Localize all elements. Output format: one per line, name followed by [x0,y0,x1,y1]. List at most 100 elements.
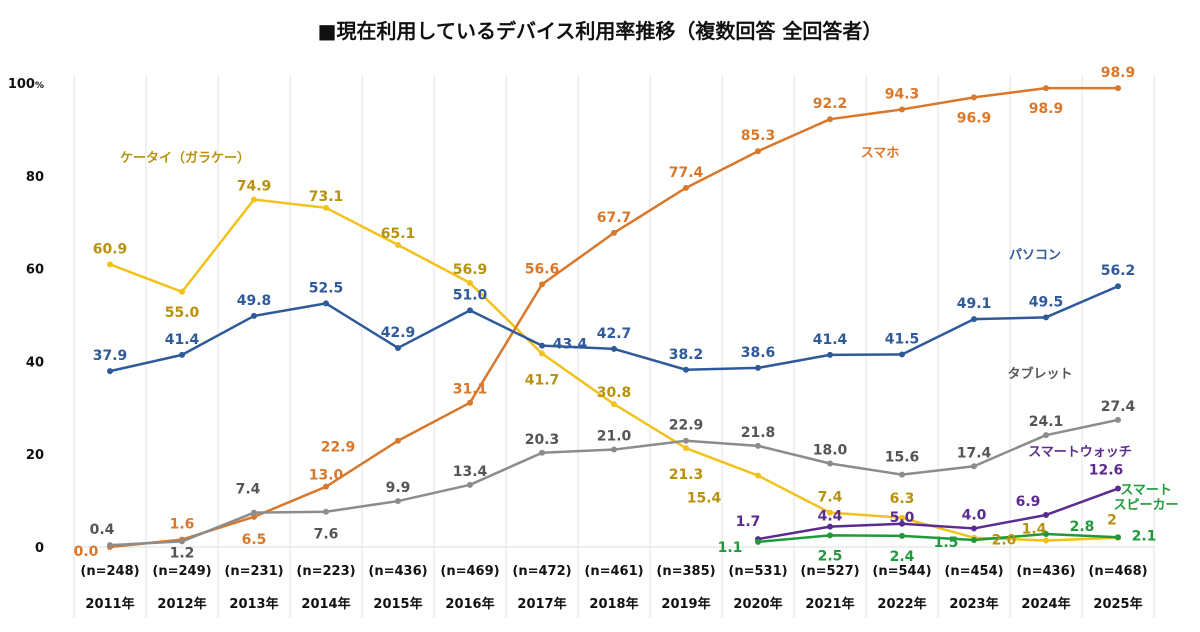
data-point [395,344,401,351]
data-label: 56.6 [525,261,560,277]
y-tick-label: 60 [26,263,44,278]
x-tick-label: 2011年 [85,596,134,612]
data-point [827,532,833,539]
data-point [683,366,689,373]
data-point [611,345,617,352]
data-point [827,509,833,516]
data-point [1043,85,1049,92]
data-label: 1.7 [736,514,761,530]
data-label: 1.6 [170,517,195,533]
data-point [107,368,113,375]
data-point [1115,283,1121,290]
data-label: 6.5 [242,532,267,548]
data-label: 12.6 [1089,463,1124,479]
data-label: 22.9 [321,440,356,456]
data-label: 56.2 [1101,263,1136,279]
data-label: 7.4 [236,482,261,498]
data-point [755,364,761,371]
data-point [971,94,977,101]
data-label: 98.9 [1029,101,1064,117]
data-label: 2 [1107,513,1117,529]
data-point [755,442,761,449]
series-name-label: スマホ [861,146,900,161]
series-name-label: ケータイ（ガラケー） [120,150,250,166]
sample-size-label: (n=472) [512,564,571,579]
data-point [539,449,545,456]
data-label: 49.8 [237,293,272,309]
data-label: 6.9 [1016,494,1041,510]
data-label: 15.6 [885,450,920,466]
y-axis: 0 20 40 60 80 100% [8,77,44,556]
data-label: 7.4 [818,490,843,506]
sample-size-label: (n=454) [944,564,1003,579]
data-point [899,471,905,478]
data-label: 49.1 [957,296,992,312]
data-point [899,514,905,521]
data-label: 49.5 [1029,294,1064,310]
series-lines [107,85,1121,550]
x-tick-label: 2023年 [949,596,998,612]
data-label: 38.6 [741,345,776,361]
data-point [971,316,977,323]
data-label: 9.9 [386,480,411,496]
data-point [251,509,257,516]
data-point [467,279,473,286]
series-name-line: スマート [1120,483,1172,498]
data-label: 55.0 [165,305,200,321]
sample-size-label: (n=248) [80,564,139,579]
data-point [107,542,113,549]
data-point [107,261,113,268]
series-line [109,198,1119,542]
y-tick-label: 20 [26,448,44,463]
data-label: 2.8 [1070,519,1095,535]
data-point [467,399,473,406]
data-point [323,300,329,307]
sample-size-label: (n=249) [152,564,211,579]
series-line [757,487,1119,541]
data-point [323,483,329,490]
data-point [1043,511,1049,518]
data-point [1043,537,1049,544]
data-label: 2.0 [992,533,1017,549]
data-label: 67.7 [597,210,632,226]
data-label: 18.0 [813,442,848,458]
data-point [539,350,545,357]
x-tick-label: 2016年 [445,596,494,612]
data-point [395,498,401,505]
y-unit: % [35,81,44,91]
data-label: 15.4 [687,491,722,507]
data-label: 31.1 [453,382,488,398]
data-label: 85.3 [741,128,776,144]
x-axis: (n=248) 2011年 (n=249) 2012年 (n=231) 2013年 (n=2… [80,564,1147,612]
data-point [827,523,833,530]
data-point [179,351,185,358]
data-label: 13.0 [309,468,344,484]
data-label: 37.9 [93,348,128,364]
data-label: 92.2 [813,96,848,112]
data-label: 21.0 [597,429,632,445]
sample-size-label: (n=436) [1016,564,1075,579]
x-tick-label: 2022年 [877,596,926,612]
data-label: 52.5 [309,280,344,296]
data-label: 65.1 [381,226,416,242]
data-label: 42.9 [381,325,416,341]
data-point [467,307,473,314]
data-point [539,342,545,349]
data-label: 21.3 [669,467,704,483]
data-point [1115,485,1121,492]
series-name-label: スマートスピーカー [1113,483,1178,513]
data-point [251,513,257,520]
data-point [395,437,401,444]
data-label: 22.9 [669,418,704,434]
data-point [827,116,833,123]
data-point [827,351,833,358]
x-tick-label: 2024年 [1021,596,1070,612]
sample-size-label: (n=544) [872,564,931,579]
data-label: 6.3 [890,491,915,507]
data-point [1115,416,1121,423]
x-tick-label: 2018年 [589,596,638,612]
data-label: 2.5 [818,548,843,564]
sample-size-label: (n=469) [440,564,499,579]
data-label: 41.4 [165,332,200,348]
data-label: 43.4 [553,337,588,353]
